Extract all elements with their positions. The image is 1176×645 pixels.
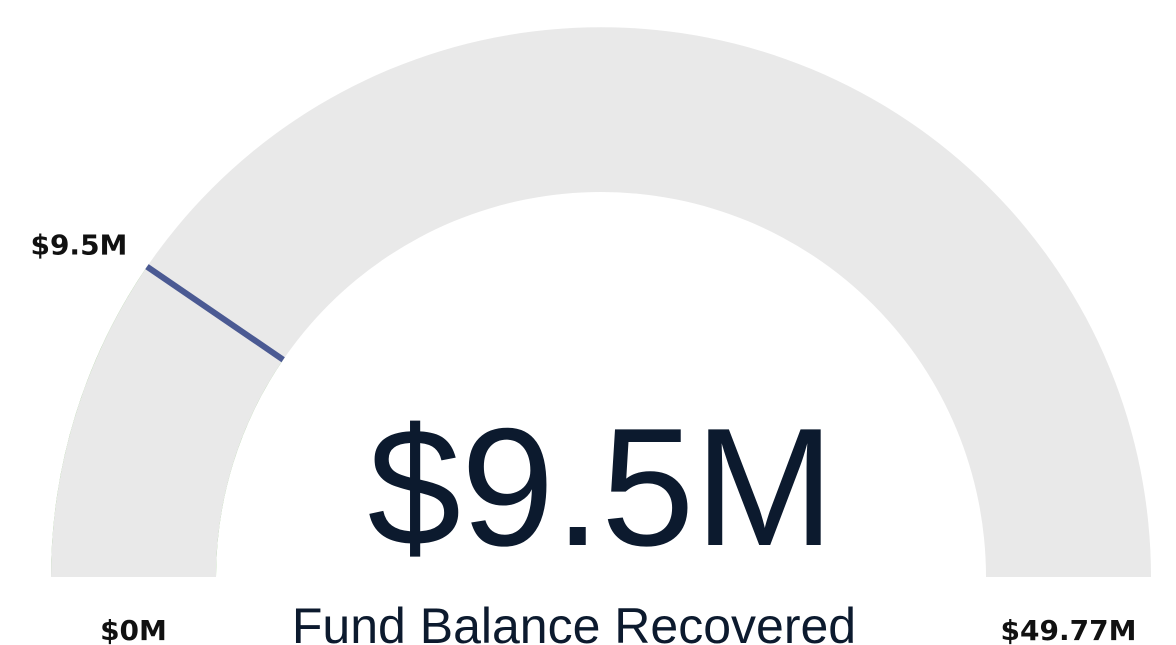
target-label: $9.5M (30, 229, 127, 262)
gauge-track-arc (51, 27, 1151, 578)
tick-label: $49.77M (1001, 614, 1137, 645)
target-line (145, 264, 285, 363)
tick-label: $0M (100, 614, 167, 645)
value-label: $9.5M (368, 393, 835, 581)
chart-title: Fund Balance Recovered (292, 598, 856, 645)
